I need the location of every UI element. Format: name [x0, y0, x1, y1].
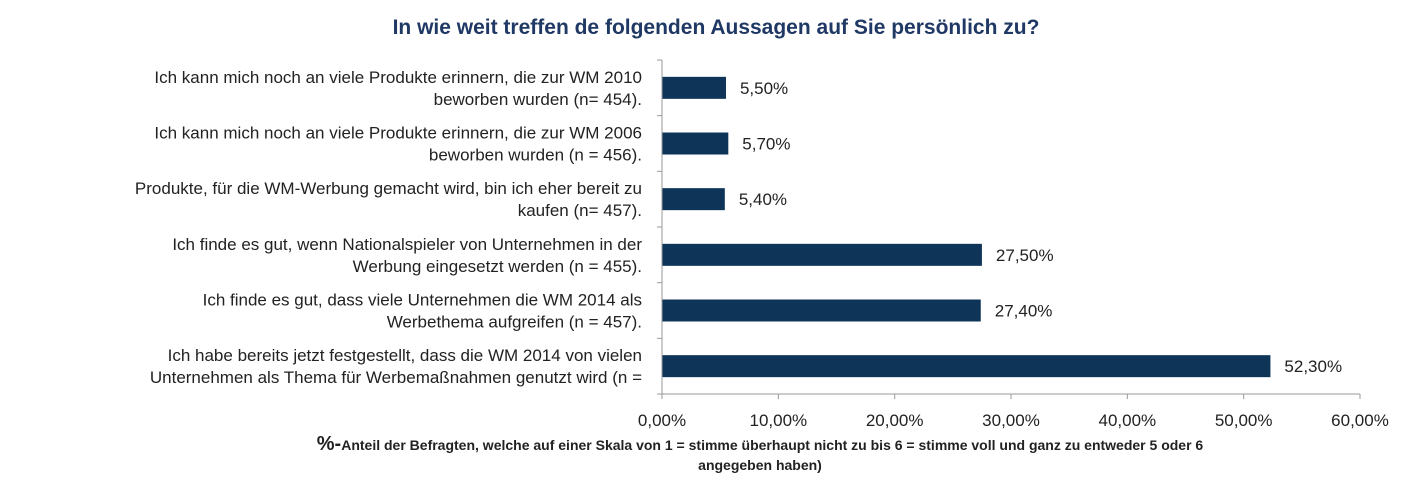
x-axis-label-text: Anteil der Befragten, welche auf einer S…	[341, 437, 1204, 473]
category-label-line: Ich finde es gut, dass viele Unternehmen…	[203, 291, 642, 310]
value-label: 52,30%	[1284, 357, 1342, 376]
category-label: Ich finde es gut, wenn Nationalspieler v…	[172, 235, 642, 276]
value-label: 27,40%	[995, 302, 1053, 321]
x-tick-label: 30,00%	[982, 411, 1040, 430]
category-label-line: Ich finde es gut, wenn Nationalspieler v…	[172, 235, 642, 254]
bars	[662, 76, 1271, 378]
category-label: Ich kann mich noch an viele Produkte eri…	[154, 124, 642, 165]
value-label: 5,50%	[740, 79, 788, 98]
x-axis-label: %-Anteil der Befragten, welche auf einer…	[300, 434, 1220, 475]
bar	[662, 243, 982, 266]
value-labels: 5,50% 5,70% 5,40% 27,50% 27,40% 52,30%	[739, 79, 1342, 376]
value-label: 5,40%	[739, 190, 787, 209]
category-label: Produkte, für die WM-Werbung gemacht wir…	[135, 179, 642, 220]
bar	[662, 132, 729, 155]
category-label-line: beworben wurden (n = 456).	[429, 146, 642, 165]
category-label-line: Ich kann mich noch an viele Produkte eri…	[154, 124, 642, 143]
x-tick-label: 0,00%	[638, 411, 686, 430]
value-label: 27,50%	[996, 246, 1054, 265]
category-label-line: Produkte, für die WM-Werbung gemacht wir…	[135, 179, 642, 198]
category-label-line: Werbung eingesetzt werden (n = 455).	[353, 257, 642, 276]
value-label: 5,70%	[742, 135, 790, 154]
category-label-line: Ich habe bereits jetzt festgestellt, das…	[168, 346, 642, 365]
bar	[662, 299, 981, 322]
category-label: Ich kann mich noch an viele Produkte eri…	[154, 68, 642, 109]
x-tick-label: 20,00%	[866, 411, 924, 430]
bar	[662, 355, 1271, 378]
x-axis-label-prefix: %-	[316, 433, 342, 455]
category-label-line: Unternehmen als Thema für Werbemaßnahmen…	[150, 368, 642, 387]
category-label-line: beworben wurden (n= 454).	[434, 90, 642, 109]
category-label-line: Werbethema aufgreifen (n = 457).	[387, 313, 642, 332]
bar	[662, 188, 725, 211]
x-tick-label: 40,00%	[1098, 411, 1156, 430]
category-label-line: kaufen (n= 457).	[518, 201, 642, 220]
x-tick-label: 60,00%	[1331, 411, 1389, 430]
bar	[662, 76, 726, 99]
category-label-line: Ich kann mich noch an viele Produkte eri…	[154, 68, 642, 87]
category-labels: Ich kann mich noch an viele Produkte eri…	[135, 68, 642, 387]
x-tick-label: 50,00%	[1215, 411, 1273, 430]
category-label: Ich habe bereits jetzt festgestellt, das…	[150, 346, 642, 387]
chart-title: In wie weit treffen de folgenden Aussage…	[393, 16, 1040, 39]
x-tick-label: 10,00%	[749, 411, 807, 430]
category-label: Ich finde es gut, dass viele Unternehmen…	[203, 291, 642, 332]
axes: 0,00% 10,00% 20,00% 30,00% 40,00% 50,00% 60,00…	[638, 59, 1389, 430]
